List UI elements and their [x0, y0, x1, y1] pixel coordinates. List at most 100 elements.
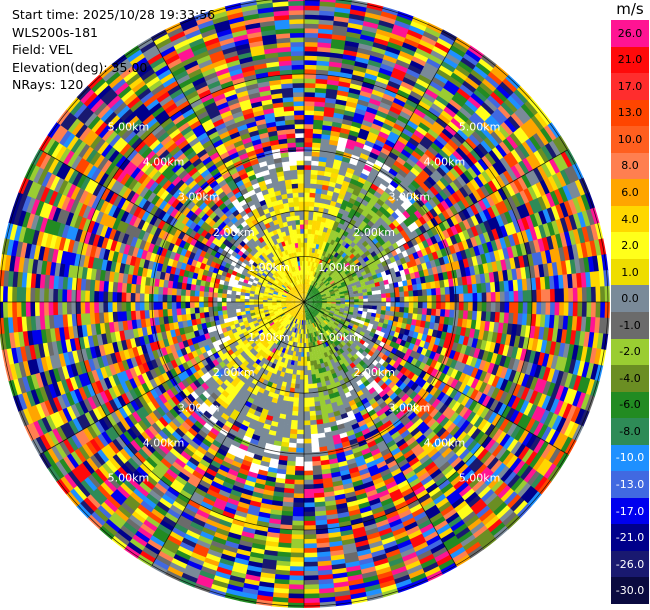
velocity-gate: [346, 26, 363, 35]
velocity-gate: [292, 516, 304, 522]
velocity-gate: [311, 275, 314, 281]
velocity-gate: [303, 379, 309, 385]
velocity-gate: [325, 97, 337, 104]
velocity-gate: [360, 85, 374, 94]
velocity-gate: [304, 196, 310, 202]
velocity-gate: [314, 201, 320, 208]
velocity-gate: [405, 33, 422, 44]
velocity-gate: [320, 221, 326, 228]
velocity-gate: [417, 302, 423, 309]
velocity-gate: [324, 222, 330, 229]
velocity-gate: [367, 59, 383, 68]
velocity-gate: [304, 246, 307, 252]
velocity-gate: [367, 131, 379, 140]
velocity-gate: [306, 288, 310, 294]
velocity-gate: [559, 288, 565, 303]
velocity-gate: [326, 237, 333, 244]
velocity-gate: [349, 8, 367, 17]
velocity-gate: [380, 97, 394, 107]
velocity-gate: [309, 270, 313, 276]
velocity-gate: [351, 121, 363, 129]
velocity-gate: [320, 235, 326, 242]
velocity-gate: [289, 557, 304, 563]
velocity-gate: [303, 402, 310, 408]
velocity-gate: [308, 210, 314, 216]
velocity-gate: [577, 287, 583, 303]
velocity-gate: [318, 28, 334, 35]
velocity-gate: [381, 293, 387, 299]
velocity-gate: [391, 28, 408, 39]
velocity-gate: [536, 289, 542, 303]
velocity-gate: [417, 308, 423, 315]
velocity-gate: [317, 42, 332, 49]
velocity-gate: [314, 96, 326, 103]
velocity-gate: [486, 292, 492, 303]
velocity-gate: [330, 172, 339, 179]
velocity-gate: [354, 60, 369, 69]
velocity-gate: [314, 234, 319, 240]
velocity-gate: [303, 447, 312, 453]
velocity-gate: [305, 292, 308, 298]
velocity-gate: [355, 56, 370, 65]
velocity-gate: [304, 292, 306, 298]
velocity-gate: [316, 179, 324, 185]
velocity-gate: [504, 291, 510, 303]
velocity-gate: [295, 374, 301, 380]
velocity-gate: [312, 276, 316, 282]
velocity-gate: [305, 260, 309, 266]
velocity-gate: [312, 215, 318, 221]
velocity-gate: [367, 302, 373, 306]
velocity-gate: [408, 302, 414, 308]
velocity-gate: [366, 106, 379, 115]
velocity-gate: [308, 256, 312, 262]
velocity-gate: [324, 106, 336, 113]
velocity-gate: [458, 302, 465, 311]
velocity-gate: [319, 249, 324, 256]
velocity-gate: [375, 76, 390, 86]
velocity-gate: [351, 0, 369, 8]
velocity-gate: [412, 290, 419, 297]
velocity-gate: [359, 90, 373, 99]
velocity-gate: [385, 306, 391, 312]
velocity-gate: [379, 15, 397, 25]
velocity-gate: [384, 50, 400, 60]
velocity-gate: [289, 566, 304, 572]
velocity-gate: [316, 216, 323, 222]
velocity-gate: [458, 293, 465, 303]
velocity-gate: [321, 184, 329, 191]
velocity-gate: [382, 93, 396, 103]
velocity-gate: [303, 429, 311, 435]
velocity-gate: [303, 588, 320, 595]
velocity-gate: [303, 415, 311, 421]
velocity-gate: [463, 302, 469, 311]
velocity-gate: [353, 169, 362, 178]
velocity-gate: [306, 288, 309, 294]
velocity-gate: [309, 265, 312, 271]
velocity-gate: [371, 46, 387, 55]
velocity-gate: [305, 265, 308, 271]
velocity-gate: [317, 46, 332, 53]
velocity-gate: [314, 105, 325, 112]
velocity-gate: [300, 361, 304, 367]
velocity-gate: [304, 0, 321, 2]
velocity-gate: [385, 45, 402, 56]
velocity-gate: [388, 37, 405, 47]
velocity-gate: [394, 291, 400, 298]
velocity-gate: [328, 223, 334, 230]
velocity-gate: [304, 173, 311, 180]
velocity-gate: [322, 120, 334, 127]
velocity-gate: [417, 295, 423, 303]
velocity-gate: [326, 157, 335, 164]
velocity-gate: [477, 302, 483, 312]
velocity-gate: [306, 283, 309, 289]
velocity-gate: [436, 294, 442, 303]
velocity-gate: [304, 18, 320, 25]
velocity-gate: [304, 219, 309, 225]
velocity-gate: [304, 228, 308, 234]
velocity-gate: [315, 192, 322, 199]
velocity-gate: [304, 59, 318, 66]
velocity-gate: [303, 566, 319, 572]
velocity-gate: [293, 392, 300, 398]
velocity-gate: [307, 228, 312, 234]
velocity-gate: [309, 275, 313, 281]
